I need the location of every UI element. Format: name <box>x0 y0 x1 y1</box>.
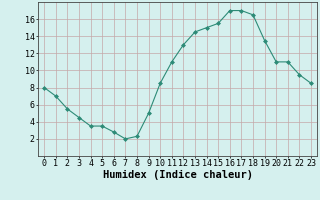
X-axis label: Humidex (Indice chaleur): Humidex (Indice chaleur) <box>103 170 252 180</box>
